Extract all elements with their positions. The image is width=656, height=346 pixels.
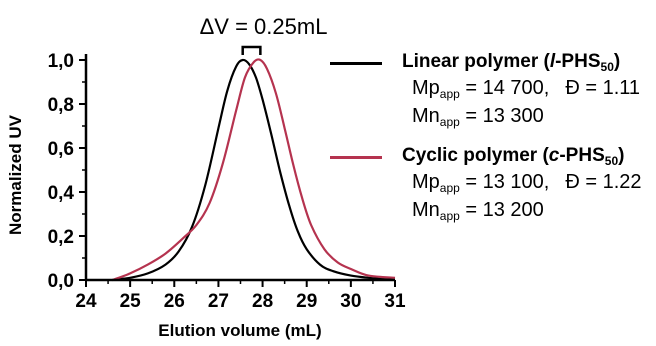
x-tick-label: 26 bbox=[164, 291, 185, 312]
x-tick-label: 28 bbox=[252, 291, 273, 312]
delta-v-bracket bbox=[241, 45, 262, 55]
x-tick-label: 30 bbox=[340, 291, 361, 312]
x-tick-label: 31 bbox=[384, 291, 406, 312]
x-tick-label: 29 bbox=[296, 291, 317, 312]
legend-entry-cyclic: Cyclic polymer (c-PHS50) Mpapp = 13 100,… bbox=[330, 144, 650, 224]
legend-line-linear bbox=[330, 62, 382, 65]
legend-entry-linear: Linear polymer (l-PHS50) Mpapp = 14 700,… bbox=[330, 50, 650, 130]
stat-mp-linear: Mpapp = 14 700, Đ = 1.11 bbox=[412, 77, 641, 101]
y-tick-label: 0,0 bbox=[48, 271, 74, 292]
x-axis-label: Elution volume (mL) bbox=[158, 321, 321, 340]
y-tick-label: 0,2 bbox=[48, 227, 74, 248]
x-tick-label: 27 bbox=[208, 291, 229, 312]
x-tick-label: 24 bbox=[75, 291, 97, 312]
stat-mp-cyclic: Mpapp = 13 100, Đ = 1.22 bbox=[412, 171, 642, 195]
x-tick-label: 25 bbox=[120, 291, 142, 312]
legend-line-cyclic bbox=[330, 156, 382, 159]
legend-title-cyclic: Cyclic polymer (c-PHS50) bbox=[402, 145, 625, 168]
delta-v-annotation: ΔV = 0.25mL bbox=[200, 14, 328, 39]
stat-mn-linear: Mnapp = 13 300 bbox=[412, 105, 544, 129]
y-tick-label: 0,4 bbox=[48, 183, 75, 204]
series-cyclic-curve bbox=[112, 58, 396, 282]
y-tick-label: 0,8 bbox=[48, 95, 74, 116]
legend: Linear polymer (l-PHS50) Mpapp = 14 700,… bbox=[330, 50, 650, 230]
legend-title-linear: Linear polymer (l-PHS50) bbox=[402, 51, 621, 74]
y-axis-label: Normalized UV bbox=[6, 114, 25, 235]
y-tick-label: 1,0 bbox=[48, 51, 74, 72]
y-tick-label: 0,6 bbox=[48, 139, 74, 160]
series-linear-curve bbox=[112, 58, 396, 282]
stat-mn-cyclic: Mnapp = 13 200 bbox=[412, 199, 544, 223]
